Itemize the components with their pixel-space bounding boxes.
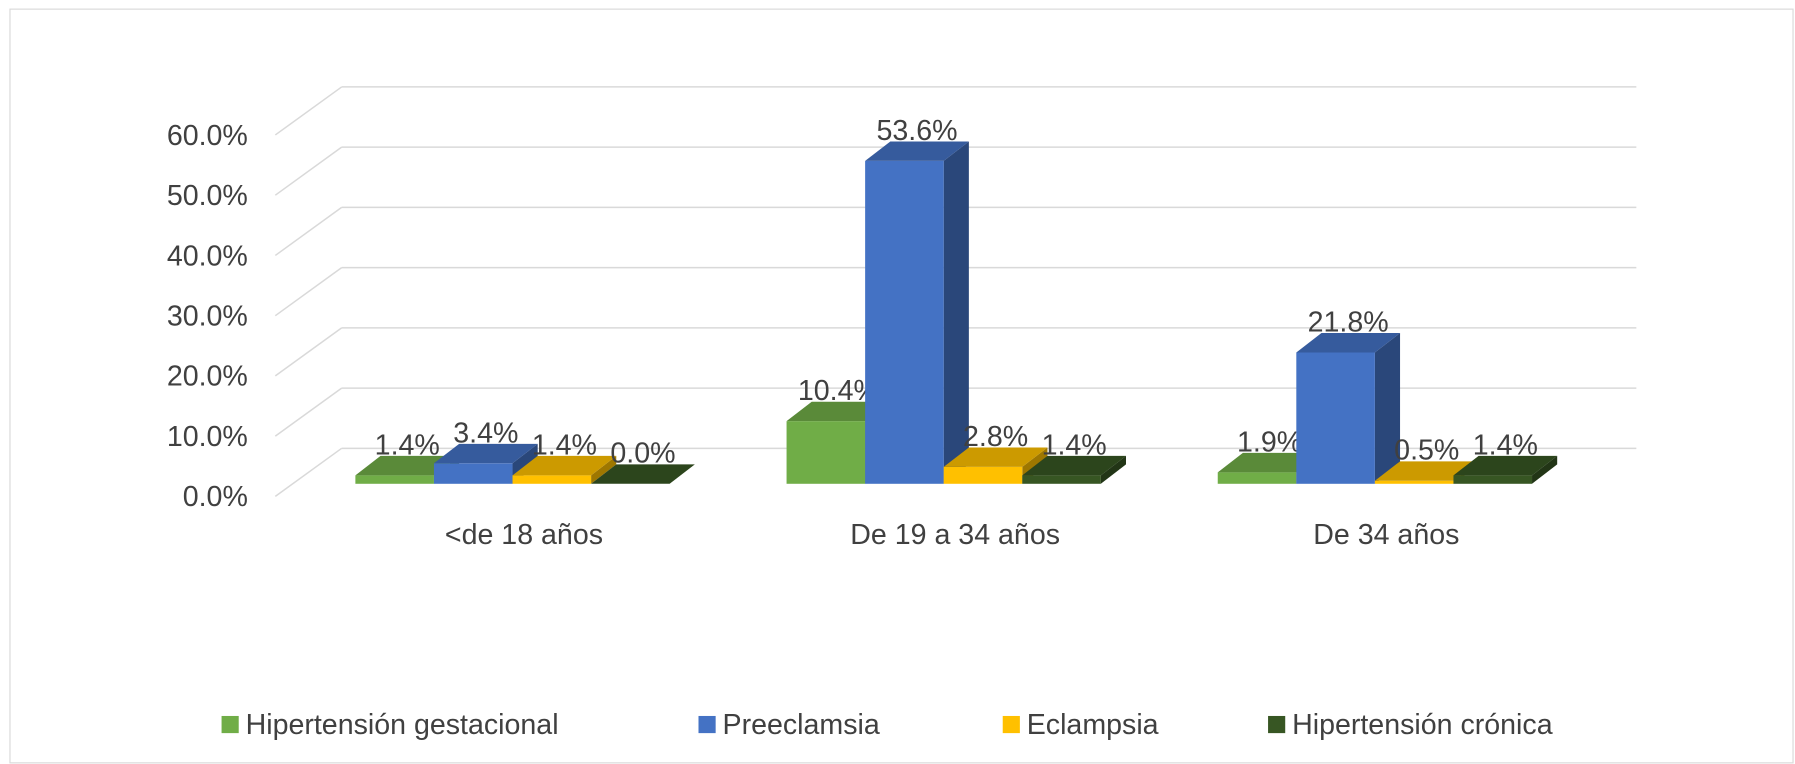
bar-top xyxy=(433,443,538,464)
y-tick-label: 40.0% xyxy=(167,240,248,272)
y-tick-label: 30.0% xyxy=(167,300,248,332)
data-label: 0.0% xyxy=(610,438,675,470)
legend-swatch xyxy=(1268,715,1286,734)
x-tick-label: De 34 años xyxy=(1313,519,1459,551)
data-label: 0.5% xyxy=(1394,435,1459,467)
bar xyxy=(1022,475,1101,484)
y-tick-label: 60.0% xyxy=(167,120,248,152)
bar xyxy=(1217,472,1297,484)
bar-top xyxy=(591,464,695,484)
bar xyxy=(1374,480,1454,484)
bar xyxy=(433,463,513,484)
data-label: 1.4% xyxy=(532,429,597,461)
bar-side xyxy=(1100,455,1127,484)
grid-line xyxy=(274,327,343,377)
bar-top xyxy=(512,455,617,476)
x-tick-label: <de 18 años xyxy=(445,519,603,551)
bar-side xyxy=(1374,333,1401,484)
bar-top xyxy=(1453,455,1558,476)
legend-label: Preeclamsia xyxy=(723,709,880,741)
legend-label: Hipertensión crónica xyxy=(1292,709,1553,741)
bar-top xyxy=(865,141,969,161)
data-label: 53.6% xyxy=(876,115,957,147)
data-label: 1.9% xyxy=(1237,426,1302,458)
bar-side xyxy=(1532,455,1558,484)
bar-side xyxy=(591,455,617,484)
bar-top xyxy=(355,455,460,476)
data-label: 1.4% xyxy=(1042,429,1107,461)
legend-label: Eclampsia xyxy=(1027,709,1159,741)
bar-top xyxy=(1374,461,1479,481)
y-tick-label: 20.0% xyxy=(167,361,248,393)
bar xyxy=(865,160,944,484)
grid-line xyxy=(274,267,343,317)
legend-swatch xyxy=(221,715,239,734)
y-tick-label: 10.0% xyxy=(167,421,248,453)
bar-top xyxy=(1217,452,1322,473)
grid-line xyxy=(274,206,343,257)
bar-top xyxy=(1296,333,1401,353)
y-tick-label: 0.0% xyxy=(183,481,248,513)
bar xyxy=(943,466,1023,484)
bar xyxy=(1296,352,1375,484)
data-label: 1.4% xyxy=(1473,429,1538,461)
bar-top xyxy=(943,447,1048,467)
bar-top xyxy=(1022,455,1127,476)
x-tick-label: De 19 a 34 años xyxy=(850,519,1060,551)
data-label: 1.4% xyxy=(375,429,440,461)
legend-swatch xyxy=(1002,715,1020,734)
legend-label: Hipertensión gestacional xyxy=(246,709,559,741)
data-label: 21.8% xyxy=(1308,306,1389,338)
bar xyxy=(355,475,434,484)
bar-top xyxy=(786,401,891,422)
data-label: 3.4% xyxy=(453,417,518,449)
grid-line xyxy=(274,447,343,497)
data-label: 2.8% xyxy=(963,421,1028,453)
y-tick-label: 50.0% xyxy=(167,180,248,212)
bar-side xyxy=(943,141,969,484)
legend-swatch xyxy=(698,715,716,734)
grid-line xyxy=(274,146,343,196)
bar xyxy=(512,475,592,484)
bar xyxy=(786,421,866,484)
grid-line xyxy=(274,86,343,136)
grid-line xyxy=(274,387,343,437)
bar xyxy=(1453,475,1533,484)
